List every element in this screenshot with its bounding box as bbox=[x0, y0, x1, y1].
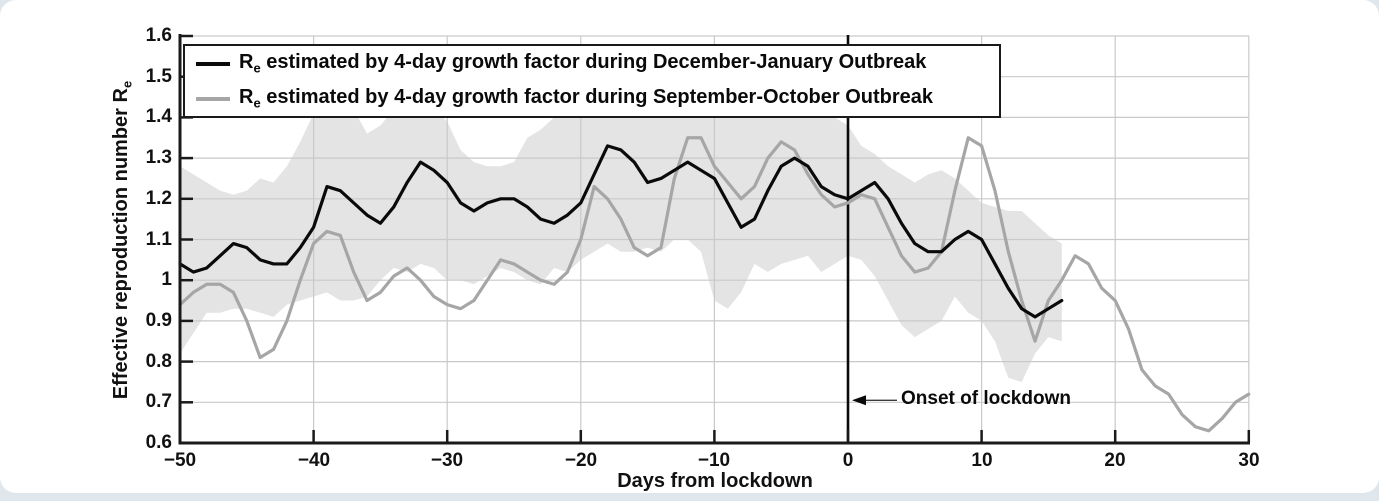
x-tick-label: 20 bbox=[1104, 450, 1126, 471]
legend-line-sample-black bbox=[196, 61, 230, 66]
legend-label-subscript: e bbox=[253, 95, 261, 111]
x-tick-label: −40 bbox=[297, 450, 331, 471]
y-tick-label: 0.7 bbox=[145, 391, 172, 412]
y-tick-label: 1.1 bbox=[145, 229, 172, 250]
onset-of-lockdown-annotation: Onset of lockdown bbox=[901, 388, 1071, 409]
x-tick-label: −10 bbox=[697, 450, 731, 471]
legend-label-symbol: R bbox=[239, 86, 254, 109]
x-tick-label: −20 bbox=[564, 450, 598, 471]
y-axis-title-subscript: e bbox=[119, 80, 135, 89]
y-axis-title: Effective reproduction number Re bbox=[110, 0, 138, 490]
x-tick-label: −30 bbox=[430, 450, 464, 471]
legend-label-symbol: R bbox=[239, 51, 254, 74]
y-tick-label: 1.5 bbox=[145, 66, 172, 87]
x-tick-label: 0 bbox=[842, 450, 854, 471]
y-axis-title-text: Effective reproduction number R bbox=[110, 88, 132, 400]
x-axis-title: Days from lockdown bbox=[617, 470, 813, 492]
x-tick-label: 10 bbox=[971, 450, 993, 471]
legend-label: Re estimated by 4-day growth factor duri… bbox=[239, 51, 926, 76]
legend-item-september-october: Re estimated by 4-day growth factor duri… bbox=[185, 81, 999, 116]
legend-label-subscript: e bbox=[253, 60, 261, 76]
legend-box: Re estimated by 4-day growth factor duri… bbox=[183, 44, 1001, 118]
x-tick-label: −50 bbox=[163, 450, 197, 471]
y-tick-label: 1.2 bbox=[145, 188, 172, 209]
x-tick-label: 30 bbox=[1238, 450, 1260, 471]
y-tick-label: 1.4 bbox=[145, 106, 172, 127]
legend-label: Re estimated by 4-day growth factor duri… bbox=[239, 86, 933, 111]
legend-label-text: estimated by 4-day growth factor during … bbox=[260, 86, 934, 109]
y-tick-label: 1.3 bbox=[145, 147, 172, 168]
y-tick-label: 1.6 bbox=[145, 25, 172, 46]
y-tick-label: 0.8 bbox=[145, 351, 172, 372]
legend-item-december-january: Re estimated by 4-day growth factor duri… bbox=[185, 46, 999, 81]
y-tick-label: 0.9 bbox=[145, 310, 172, 331]
legend-line-sample-gray bbox=[196, 96, 230, 101]
y-tick-label: 0.6 bbox=[145, 432, 172, 453]
y-tick-label: 1 bbox=[161, 269, 172, 290]
legend-label-text: estimated by 4-day growth factor during … bbox=[260, 51, 927, 74]
